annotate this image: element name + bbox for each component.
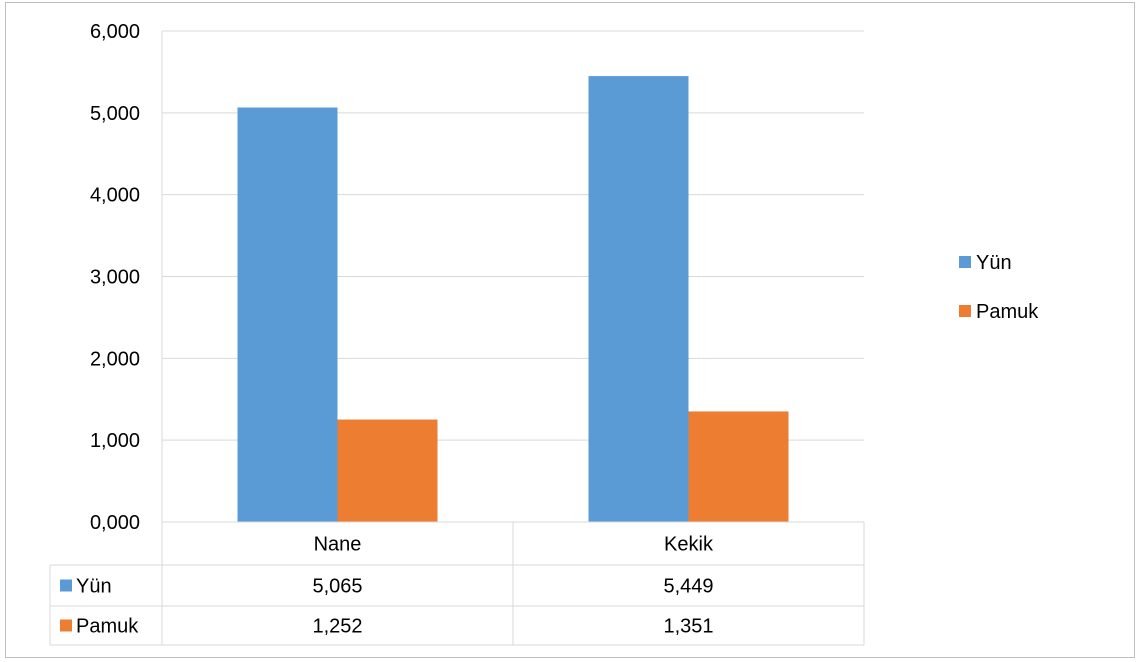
y-axis-ticks: 0,000 1,000 2,000 3,000 4,000 5,000 6,000 <box>90 21 140 534</box>
bar-yün-nane <box>237 107 338 523</box>
table-cell-value: 1,351 <box>663 616 713 638</box>
y-tick-label: 6,000 <box>90 21 140 43</box>
legend-key-pamuk <box>959 305 971 317</box>
table-cell-value: 5,449 <box>663 576 713 598</box>
legend: Yün Pamuk <box>959 252 1039 323</box>
table-cell-value: 5,065 <box>312 576 362 598</box>
y-tick-label: 3,000 <box>90 267 140 289</box>
bars <box>237 76 789 523</box>
table-cell-value: 1,252 <box>312 616 362 638</box>
legend-key-yün <box>959 256 971 268</box>
bar-pamuk-nane <box>337 419 438 522</box>
y-tick-label: 4,000 <box>90 185 140 207</box>
x-category-label: Kekik <box>664 534 714 556</box>
legend-label: Yün <box>976 252 1012 274</box>
table-legend-key <box>60 619 72 632</box>
bar-yün-kekik <box>588 76 689 523</box>
y-tick-label: 0,000 <box>90 512 140 534</box>
chart-frame: 0,000 1,000 2,000 3,000 4,000 5,000 6,000 Nane… <box>5 2 1135 658</box>
bar-pamuk-kekik <box>688 411 789 522</box>
table-row-label: Yün <box>76 576 112 598</box>
y-tick-label: 5,000 <box>90 103 140 125</box>
legend-label: Pamuk <box>976 301 1039 323</box>
table-row-label: Pamuk <box>76 616 139 638</box>
table-legend-key <box>60 579 72 592</box>
y-tick-label: 1,000 <box>90 430 140 452</box>
x-category-label: Nane <box>314 534 362 556</box>
data-table: Nane Kekik Yün 5,065 5,449 Pamuk 1,252 1,351 <box>49 521 865 646</box>
y-tick-label: 2,000 <box>90 348 140 370</box>
bar-chart: 0,000 1,000 2,000 3,000 4,000 5,000 6,000 Nane… <box>49 21 1039 646</box>
